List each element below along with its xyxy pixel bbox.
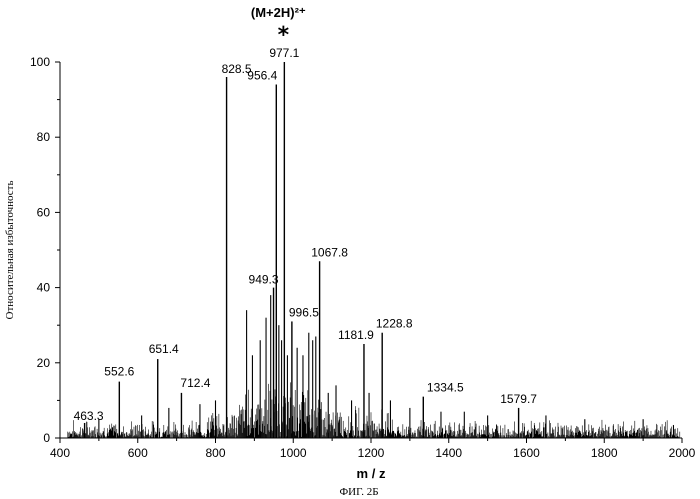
x-axis-title: m / z	[357, 466, 386, 481]
y-tick-label: 100	[30, 55, 50, 69]
figure-caption: ФИГ. 2Б	[339, 486, 378, 498]
peak-label: 956.4	[247, 69, 277, 83]
peak-labels: 463.3552.6651.4712.4828.5949.3956.4977.1…	[74, 46, 538, 423]
x-tick-label: 1800	[591, 446, 618, 460]
x-tick-label: 2000	[669, 446, 696, 460]
y-tick-label: 60	[37, 205, 51, 219]
y-tick-label: 40	[37, 281, 51, 295]
peak-label: 1334.5	[427, 381, 464, 395]
x-tick-label: 400	[50, 446, 70, 460]
y-axis-title: Относительная избыточность	[4, 181, 16, 320]
y-tick-label: 80	[37, 130, 51, 144]
peak-label: 651.4	[149, 342, 179, 356]
x-tick-label: 1200	[358, 446, 385, 460]
peak-label: 1579.7	[500, 392, 537, 406]
x-tick-label: 800	[205, 446, 225, 460]
peak-label: 949.3	[249, 273, 279, 287]
y-tick-label: 0	[43, 431, 50, 445]
peak-label: 1067.8	[311, 245, 348, 259]
peak-label: 552.6	[104, 365, 134, 379]
molecular-ion-marker: *	[278, 23, 290, 48]
x-tick-label: 1600	[513, 446, 540, 460]
y-tick-label: 20	[37, 356, 51, 370]
y-axis-ticks: 0 20 40 60 80 100	[30, 55, 60, 445]
baseline-noise	[68, 382, 680, 438]
peak-label: 463.3	[74, 409, 104, 423]
spectrum-peaks	[85, 62, 644, 438]
x-axis-ticks: 400 600 800 1000 1200 1400 1600 1800 2000	[50, 438, 696, 460]
peak-label: 712.4	[180, 376, 210, 390]
x-tick-label: 1000	[280, 446, 307, 460]
peak-label: 977.1	[269, 46, 299, 60]
axes	[60, 62, 682, 438]
peak-label: 1181.9	[338, 328, 374, 342]
x-tick-label: 1400	[435, 446, 462, 460]
peak-label: 996.5	[289, 305, 319, 319]
peak-label: 1228.8	[376, 317, 413, 331]
molecular-ion-annotation: (M+2H)²⁺	[251, 5, 306, 20]
x-tick-label: 600	[128, 446, 148, 460]
